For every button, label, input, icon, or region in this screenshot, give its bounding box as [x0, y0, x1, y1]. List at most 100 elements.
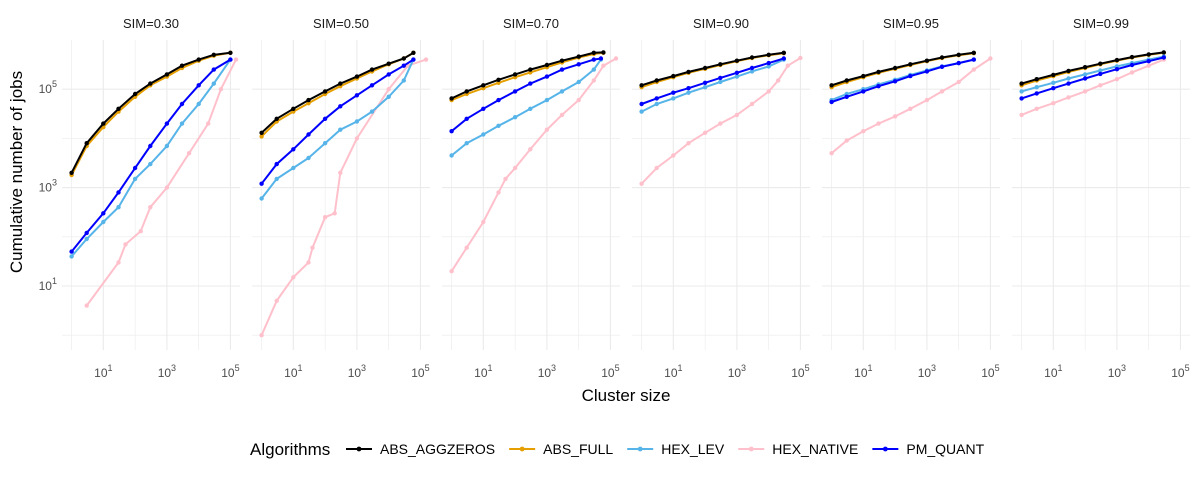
facet-panel: SIM=0.30 101 103 105 — [62, 16, 240, 380]
series-hex-lev — [639, 57, 786, 114]
series-line — [260, 58, 427, 336]
x-tick-label: 101 — [474, 363, 492, 380]
data-point — [939, 89, 945, 94]
data-point — [1114, 77, 1120, 82]
data-point — [1019, 112, 1024, 118]
data-point — [116, 260, 121, 265]
data-point — [306, 155, 311, 161]
x-axis-title: Cluster size — [582, 386, 671, 405]
series-line — [1021, 55, 1164, 93]
legend-entry: PM_QUANT — [872, 441, 985, 457]
data-point — [829, 151, 834, 156]
series-hex-native — [84, 57, 239, 308]
data-point — [306, 260, 311, 265]
y-axis-ticks: 101 103 105 — [39, 79, 57, 293]
legend-key-point — [356, 446, 362, 452]
x-tick-label: 101 — [854, 363, 872, 380]
data-point — [639, 101, 644, 107]
data-point — [702, 80, 708, 86]
series-abs-aggzeros — [829, 50, 976, 88]
x-tick-label: 103 — [728, 363, 746, 380]
series-line — [1021, 58, 1165, 116]
data-point — [259, 130, 264, 135]
data-point — [1051, 86, 1056, 91]
data-point — [781, 56, 786, 61]
data-point — [401, 56, 406, 61]
data-point — [971, 50, 976, 55]
data-point — [1034, 106, 1039, 112]
data-point — [1082, 65, 1088, 70]
x-tick-label: 103 — [538, 363, 556, 380]
data-point — [734, 70, 740, 76]
data-point — [332, 211, 337, 216]
data-point — [785, 63, 790, 68]
data-point — [512, 72, 518, 77]
data-point — [449, 129, 454, 134]
data-point — [639, 83, 644, 88]
data-point — [164, 143, 170, 149]
x-tick-label: 101 — [94, 363, 112, 380]
data-point — [310, 245, 315, 250]
data-point — [449, 96, 454, 101]
data-point — [654, 165, 659, 171]
data-point — [702, 85, 708, 90]
legend-entry: HEX_LEV — [627, 441, 725, 457]
data-point — [892, 114, 898, 119]
data-point — [386, 72, 391, 77]
data-point — [211, 67, 216, 72]
data-point — [654, 101, 659, 107]
data-point — [512, 115, 518, 120]
data-point — [576, 79, 581, 85]
data-point — [464, 245, 469, 250]
data-point — [274, 176, 279, 182]
series-line — [1021, 56, 1165, 100]
data-point — [322, 141, 328, 146]
data-point — [512, 165, 518, 171]
series-abs-aggzeros — [259, 50, 416, 135]
series-pm-quant — [829, 57, 976, 105]
series-hex-native — [639, 55, 803, 186]
data-point — [591, 67, 596, 72]
data-point — [1098, 71, 1103, 77]
data-point — [1161, 55, 1167, 60]
data-point — [233, 57, 239, 62]
data-point — [1114, 67, 1120, 72]
x-tick-label: 105 — [791, 363, 809, 380]
data-point — [544, 97, 550, 103]
legend-key-point — [637, 446, 643, 452]
data-point — [576, 97, 581, 103]
data-point — [1019, 89, 1024, 94]
data-point — [861, 73, 866, 79]
x-tick-label: 105 — [221, 363, 239, 380]
data-point — [148, 143, 153, 149]
data-point — [591, 78, 596, 83]
data-point — [639, 181, 644, 186]
data-point — [601, 63, 606, 68]
data-point — [734, 74, 740, 79]
data-point — [481, 106, 486, 112]
data-point — [1019, 96, 1024, 101]
data-point — [528, 67, 533, 72]
data-point — [449, 153, 454, 158]
data-point — [164, 121, 170, 126]
data-point — [84, 236, 89, 242]
data-point — [512, 89, 518, 94]
legend-label: PM_QUANT — [906, 441, 984, 457]
data-point — [671, 96, 676, 101]
data-point — [196, 57, 201, 62]
y-tick-label: 101 — [39, 276, 57, 293]
data-point — [671, 73, 676, 79]
legend-entry: HEX_NATIVE — [738, 441, 858, 457]
data-point — [686, 69, 691, 75]
legend-key-point — [882, 446, 888, 452]
series-hex-native — [259, 57, 429, 338]
data-point — [528, 81, 533, 86]
data-point — [528, 147, 533, 152]
data-point — [1066, 76, 1071, 81]
data-point — [1082, 72, 1088, 77]
data-point — [749, 55, 755, 60]
data-point — [844, 138, 849, 143]
y-axis-title: Cumulative number of jobs — [7, 71, 26, 273]
